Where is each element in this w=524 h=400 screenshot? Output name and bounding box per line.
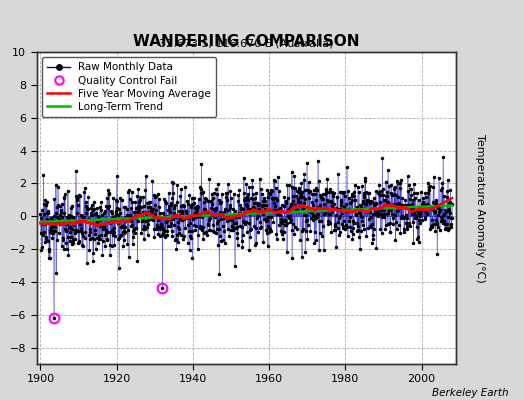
Y-axis label: Temperature Anomaly (°C): Temperature Anomaly (°C) — [475, 134, 485, 282]
Title: WANDERING COMPARISON: WANDERING COMPARISON — [133, 34, 359, 50]
Text: 32.673 S, 116.670 E (Australia): 32.673 S, 116.670 E (Australia) — [159, 39, 334, 49]
Legend: Raw Monthly Data, Quality Control Fail, Five Year Moving Average, Long-Term Tren: Raw Monthly Data, Quality Control Fail, … — [42, 57, 216, 117]
Text: Berkeley Earth: Berkeley Earth — [432, 388, 508, 398]
